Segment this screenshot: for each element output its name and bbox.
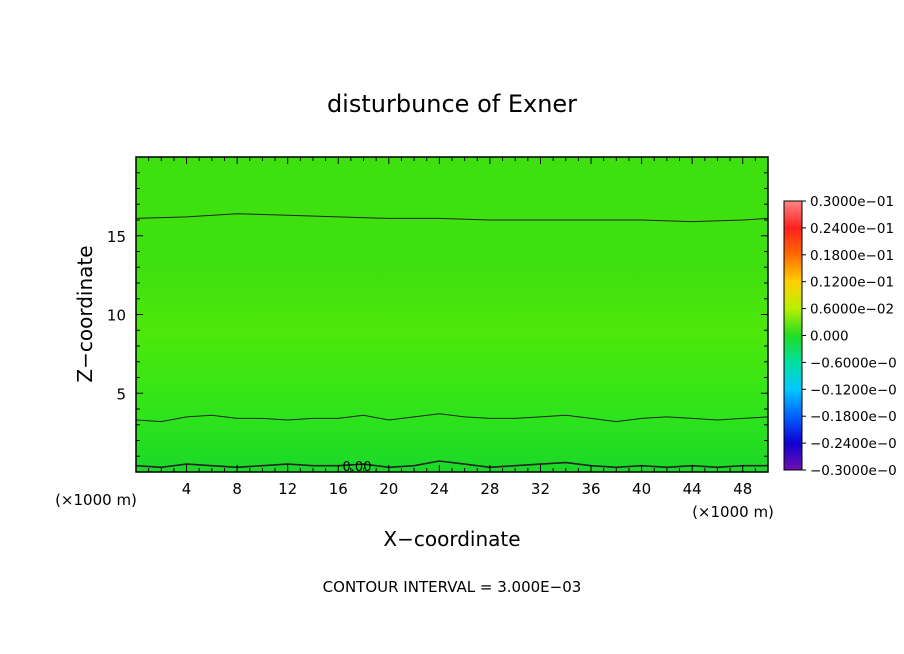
x-tick-label: 40: [632, 480, 651, 498]
colorbar-label: −0.1200e−0: [810, 382, 897, 398]
x-axis-label: X−coordinate: [383, 527, 520, 551]
colorbar-label: 0.3000e−01: [810, 194, 894, 210]
x-tick-label: 36: [581, 480, 600, 498]
x-tick-label: 12: [278, 480, 297, 498]
x-tick-labels: 4 8 12 16 20 24 28 32 36 40 44 48: [182, 480, 752, 498]
colorbar-label: −0.2400e−0: [810, 436, 897, 452]
colorbar-label: 0.000: [810, 329, 849, 345]
plot-field: [136, 157, 768, 472]
colorbar-label: −0.1800e−0: [810, 409, 897, 425]
contour-line: [136, 460, 768, 469]
x-tick-label: 28: [480, 480, 499, 498]
contour-line: [136, 413, 768, 423]
y-tick-label: 15: [107, 228, 126, 246]
colorbar-label: −0.3000e−0: [810, 463, 897, 479]
colorbar-label: 0.1800e−01: [810, 248, 894, 264]
y-tick-labels: 5 10 15: [107, 228, 126, 404]
y-tick-label: 5: [116, 385, 126, 403]
colorbar-label: −0.6000e−0: [810, 355, 897, 371]
x-tick-label: 32: [531, 480, 550, 498]
colorbar-label: 0.6000e−02: [810, 302, 894, 318]
chart-title: disturbunce of Exner: [327, 90, 577, 118]
x-tick-label: 44: [683, 480, 702, 498]
axis-ticks: [136, 157, 768, 472]
colorbar: 0.3000e−01 0.2400e−01 0.1800e−01 0.1200e−01…: [783, 194, 897, 479]
colorbar-label: 0.1200e−01: [810, 275, 894, 291]
x-tick-label: 48: [733, 480, 752, 498]
y-tick-label: 10: [107, 307, 126, 325]
x-unit-left: (×1000 m): [55, 491, 137, 509]
x-tick-label: 20: [379, 480, 398, 498]
x-tick-label: 16: [329, 480, 348, 498]
colorbar-scale: [783, 200, 803, 471]
colorbar-label: 0.2400e−01: [810, 221, 894, 237]
y-axis-label: Z−coordinate: [73, 245, 97, 382]
x-tick-label: 4: [182, 480, 192, 498]
x-tick-label: 24: [430, 480, 449, 498]
contour-line: [136, 213, 768, 223]
contour-interval-note: CONTOUR INTERVAL = 3.000E−03: [323, 578, 582, 596]
x-tick-label: 8: [232, 480, 242, 498]
x-unit-right: (×1000 m): [692, 503, 774, 521]
contour-lines: [136, 213, 768, 469]
